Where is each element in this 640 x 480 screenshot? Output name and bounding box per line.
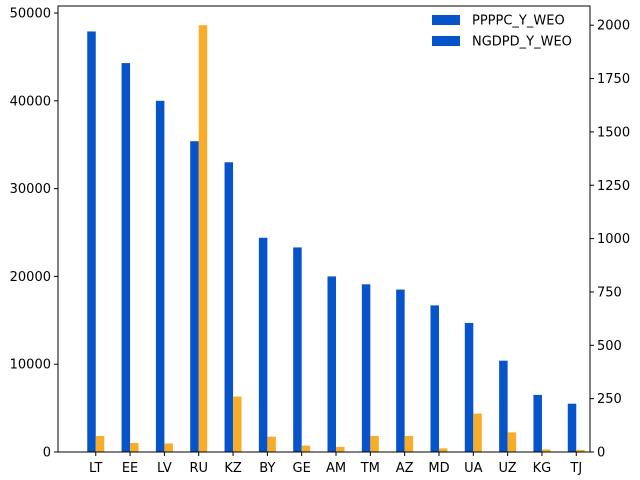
x-tick-label-ua: UA [464, 461, 483, 476]
x-tick-label-am: AM [326, 461, 346, 476]
bar-ppppc-y-weo-az [396, 289, 405, 452]
right-tick-label: 1250 [597, 179, 630, 194]
bar-ngdpd-y-weo-lt [95, 436, 105, 452]
right-y-axis: 0 250 500 750 1000 1250 1500 1750 2000 [590, 19, 630, 461]
x-tick-label-uz: UZ [499, 461, 517, 476]
bar-ppppc-y-weo-by [258, 237, 268, 452]
bar-ppppc-y-weo-ru [190, 141, 199, 452]
bar-ngdpd-y-weo-uz [507, 432, 517, 452]
x-tick-label-az: AZ [396, 461, 414, 476]
x-tick-label-ee: EE [122, 461, 138, 476]
bar-ppppc-y-weo-lv [155, 100, 165, 452]
left-tick-label: 40000 [10, 94, 51, 109]
legend: PPPPC_Y_WEO NGDPD_Y_WEO [432, 14, 572, 50]
bar-ngdpd-y-weo-lv [164, 443, 173, 452]
bar-ngdpd-y-weo-md [438, 448, 448, 452]
bar-ngdpd-y-weo-ru [198, 25, 208, 453]
x-tick-label-kz: KZ [224, 461, 242, 476]
bar-ngdpd-y-weo-by [267, 436, 276, 452]
left-tick-label: 10000 [10, 358, 51, 373]
right-tick-label: 250 [597, 392, 622, 407]
x-tick-label-by: BY [259, 461, 275, 476]
x-axis: LT EE LV RU KZ BY GE AM TM AZ MD UA UZ KG TJ [89, 452, 582, 476]
bar-ngdpd-y-weo-ge [301, 445, 311, 452]
bar-ngdpd-y-weo-az [404, 436, 414, 452]
legend-swatch [432, 36, 460, 46]
legend-label: PPPPC_Y_WEO [472, 14, 565, 29]
legend-swatch [432, 15, 460, 25]
bar-ngdpd-y-weo-kz [233, 396, 242, 452]
left-tick-label: 20000 [10, 270, 51, 285]
bar-ngdpd-y-weo-tm [370, 436, 379, 452]
left-tick-label: 50000 [10, 7, 51, 22]
right-tick-label: 1000 [597, 232, 630, 247]
bar-ppppc-y-weo-tm [361, 284, 371, 452]
bar-ppppc-y-weo-uz [499, 360, 508, 452]
x-tick-label-lv: LV [157, 461, 172, 476]
bars-layer [87, 25, 585, 453]
bar-ppppc-y-weo-ge [293, 247, 302, 452]
x-tick-label-lt: LT [89, 461, 102, 476]
x-tick-label-tj: TJ [569, 461, 582, 476]
x-tick-label-kg: KG [533, 461, 552, 476]
right-tick-label: 750 [597, 285, 622, 300]
x-tick-label-ru: RU [189, 461, 208, 476]
bar-ngdpd-y-weo-ee [130, 443, 139, 452]
left-tick-label: 30000 [10, 182, 51, 197]
bar-ppppc-y-weo-ee [121, 63, 131, 452]
x-tick-label-ge: GE [293, 461, 311, 476]
left-tick-label: 0 [43, 446, 51, 461]
bar-ppppc-y-weo-md [430, 305, 439, 452]
bar-ngdpd-y-weo-ua [473, 413, 482, 452]
x-tick-label-md: MD [428, 461, 449, 476]
bar-ppppc-y-weo-ua [464, 322, 474, 452]
bar-ngdpd-y-weo-am [336, 446, 345, 452]
right-tick-label: 0 [597, 446, 605, 461]
axes-layer [57, 5, 591, 453]
right-tick-label: 2000 [597, 19, 630, 34]
right-tick-label: 1500 [597, 125, 630, 140]
legend-label: NGDPD_Y_WEO [472, 35, 572, 50]
x-tick-label-tm: TM [360, 461, 380, 476]
right-tick-label: 500 [597, 339, 622, 354]
bar-ppppc-y-weo-am [327, 276, 337, 452]
bar-ngdpd-y-weo-tj [576, 449, 585, 452]
bar-ppppc-y-weo-kz [224, 162, 234, 452]
bar-ppppc-y-weo-tj [567, 403, 577, 452]
bar-ppppc-y-weo-lt [87, 31, 96, 453]
plot-frame [57, 5, 591, 453]
right-tick-label: 1750 [597, 72, 630, 87]
bar-ngdpd-y-weo-kg [541, 449, 551, 452]
left-y-axis: 0 10000 20000 30000 40000 50000 [10, 7, 58, 461]
bar-ppppc-y-weo-kg [533, 394, 542, 452]
